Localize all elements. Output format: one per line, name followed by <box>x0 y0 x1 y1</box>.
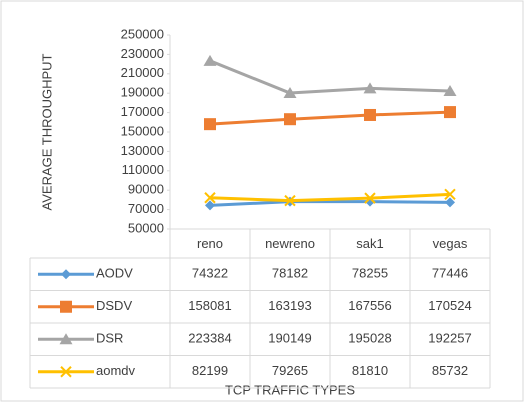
table-value: 195028 <box>348 331 391 346</box>
legend-label: AODV <box>96 266 133 281</box>
table-value: 85732 <box>432 363 468 378</box>
legend-label: DSR <box>96 331 123 346</box>
data-point <box>444 188 456 201</box>
table-value: 82199 <box>192 363 228 378</box>
table-value: 81810 <box>352 363 388 378</box>
data-point <box>364 108 376 121</box>
y-tick-label: 110000 <box>122 162 164 177</box>
y-tick-label: 90000 <box>128 182 164 197</box>
x-tick-label: newreno <box>265 236 315 251</box>
series-line <box>209 110 451 126</box>
x-tick-label: vegas <box>433 236 468 251</box>
series-line <box>209 192 451 203</box>
legend-marker <box>60 300 72 313</box>
x-tick-label: reno <box>197 236 223 251</box>
legend-marker <box>61 269 71 280</box>
data-point <box>283 87 297 99</box>
y-tick-label: 190000 <box>121 85 164 100</box>
data-point <box>445 197 455 208</box>
data-point <box>364 192 376 204</box>
y-tick-label: 150000 <box>121 123 164 138</box>
y-tick-label: 50000 <box>128 220 164 235</box>
table-value: 78182 <box>272 266 308 281</box>
data-point <box>284 194 296 207</box>
y-tick-label: 210000 <box>121 65 164 80</box>
series-line <box>209 200 451 207</box>
table-value: 79265 <box>272 363 308 378</box>
data-point <box>204 192 216 204</box>
data-point <box>444 106 456 119</box>
legend-marker <box>59 333 73 345</box>
table-value: 223384 <box>188 331 231 346</box>
table-value: 77446 <box>432 266 468 281</box>
x-tick-label: sak1 <box>356 236 383 251</box>
data-point <box>443 85 457 97</box>
table-value: 74322 <box>192 266 228 281</box>
y-tick-label: 230000 <box>121 46 164 61</box>
data-point <box>363 82 377 94</box>
y-tick-label: 170000 <box>121 104 164 119</box>
y-axis-title: AVERAGE THROUGHPUT <box>39 53 54 210</box>
data-point <box>204 118 216 131</box>
table-value: 190149 <box>268 331 311 346</box>
table-value: 158081 <box>188 298 231 313</box>
table-value: 163193 <box>268 298 311 313</box>
y-tick-label: 130000 <box>121 143 164 158</box>
x-axis-title: TCP TRAFFIC TYPES <box>225 382 355 397</box>
legend-marker <box>60 366 72 378</box>
data-point <box>284 113 296 126</box>
legend-label: aomdv <box>96 363 136 378</box>
table-value: 192257 <box>428 331 471 346</box>
table-value: 167556 <box>348 298 391 313</box>
y-tick-label: 250000 <box>121 26 164 41</box>
table-value: 170524 <box>428 298 471 313</box>
legend-label: DSDV <box>96 298 132 313</box>
series-line <box>209 59 451 95</box>
y-tick-label: 70000 <box>128 201 164 216</box>
data-point <box>203 54 217 66</box>
data-point <box>205 200 215 211</box>
table-value: 78255 <box>352 266 388 281</box>
